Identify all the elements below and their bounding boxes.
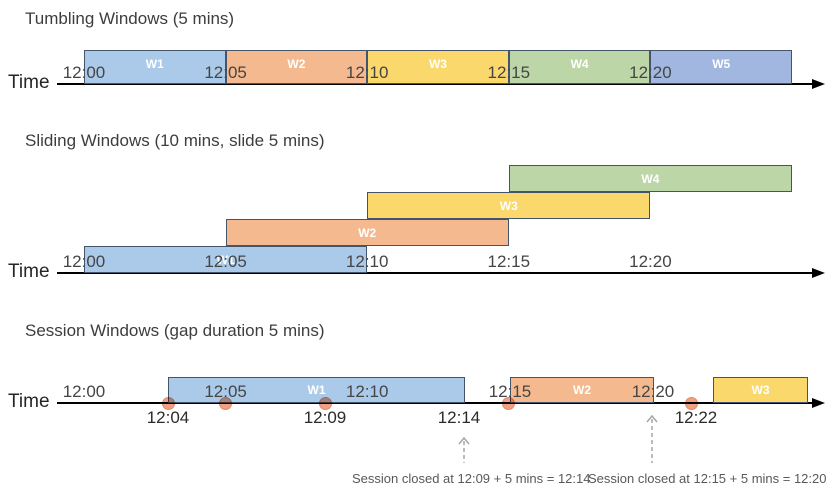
session-axis-tick-label: 12:15 bbox=[488, 382, 532, 401]
window-label-W4: W4 bbox=[570, 57, 589, 71]
session-close-arrow bbox=[457, 436, 471, 463]
session-window-W3: W3 bbox=[713, 377, 808, 403]
session-window-W1: W1 bbox=[168, 377, 465, 403]
sliding-window-W4: W4 bbox=[508, 165, 792, 192]
sliding-window-W3: W3 bbox=[367, 192, 651, 219]
window-label-W2: W2 bbox=[287, 57, 306, 71]
tumbling-section-title: Tumbling Windows (5 mins) bbox=[25, 9, 235, 28]
tumbling-axis-tick-label: 12:10 bbox=[345, 63, 389, 82]
window-label-W3: W3 bbox=[751, 383, 770, 397]
sliding-axis-tick-label: 12:10 bbox=[345, 252, 389, 271]
session-below-time-label: 12:22 bbox=[674, 408, 718, 427]
tumbling-window-W2: W2 bbox=[225, 50, 368, 84]
session-axis-tick-label: 12:20 bbox=[631, 382, 675, 401]
session-axis-tick-label: 12:10 bbox=[345, 382, 389, 401]
session-close-annotation: Session closed at 12:15 + 5 mins = 12:20 bbox=[588, 471, 827, 486]
session-time-axis-label: Time bbox=[8, 391, 50, 412]
tumbling-timeline-axis bbox=[57, 83, 812, 85]
session-below-time-label: 12:09 bbox=[303, 408, 347, 427]
window-label-W1: W1 bbox=[307, 383, 326, 397]
window-label-W4: W4 bbox=[641, 171, 660, 186]
tumbling-axis-tick-label: 12:05 bbox=[204, 63, 247, 82]
tumbling-timeline-arrowhead bbox=[812, 79, 825, 89]
event-dot bbox=[319, 397, 332, 410]
tumbling-axis-tick-label: 12:00 bbox=[62, 63, 106, 82]
tumbling-window-W1: W1 bbox=[84, 50, 226, 84]
sliding-axis-tick-label: 12:20 bbox=[629, 252, 672, 271]
window-label-W1: W1 bbox=[216, 252, 235, 267]
tumbling-window-W5: W5 bbox=[650, 50, 792, 84]
window-label-W3: W3 bbox=[499, 198, 518, 213]
tumbling-axis-tick-label: 12:20 bbox=[629, 63, 672, 82]
event-dot bbox=[162, 397, 175, 410]
session-timeline-arrowhead bbox=[812, 398, 825, 408]
window-label-W3: W3 bbox=[428, 57, 447, 71]
sliding-timeline-axis bbox=[57, 272, 812, 274]
sliding-axis-tick-label: 12:05 bbox=[204, 252, 247, 271]
window-label-W2: W2 bbox=[573, 383, 591, 397]
session-section-title: Session Windows (gap duration 5 mins) bbox=[25, 321, 325, 340]
session-below-time-label: 12:14 bbox=[437, 408, 481, 427]
sliding-time-axis-label: Time bbox=[8, 261, 50, 282]
event-dot bbox=[685, 397, 698, 410]
tumbling-time-axis-label: Time bbox=[8, 72, 50, 93]
session-axis-tick-label: 12:05 bbox=[204, 382, 247, 401]
sliding-section-title: Sliding Windows (10 mins, slide 5 mins) bbox=[25, 131, 325, 150]
sliding-window-W2: W2 bbox=[225, 219, 509, 246]
sliding-axis-tick-label: 12:00 bbox=[62, 252, 106, 271]
session-timeline-axis bbox=[57, 402, 812, 404]
tumbling-axis-tick-label: 12:15 bbox=[487, 63, 531, 82]
event-dot bbox=[502, 397, 515, 410]
session-below-time-label: 12:04 bbox=[146, 408, 190, 427]
sliding-window-W1: W1 bbox=[84, 246, 368, 273]
sliding-axis-tick-label: 12:15 bbox=[487, 252, 531, 271]
window-label-W5: W5 bbox=[712, 57, 731, 71]
event-dot bbox=[219, 397, 232, 410]
session-axis-tick-label: 12:00 bbox=[62, 382, 106, 401]
window-label-W1: W1 bbox=[145, 57, 164, 71]
session-window-W2: W2 bbox=[510, 377, 654, 403]
session-close-annotation: Session closed at 12:09 + 5 mins = 12:14 bbox=[352, 471, 591, 486]
sliding-timeline-arrowhead bbox=[812, 268, 825, 278]
tumbling-window-W3: W3 bbox=[367, 50, 509, 84]
session-close-arrow bbox=[645, 414, 659, 463]
window-label-W2: W2 bbox=[358, 225, 377, 240]
tumbling-window-W4: W4 bbox=[508, 50, 651, 84]
